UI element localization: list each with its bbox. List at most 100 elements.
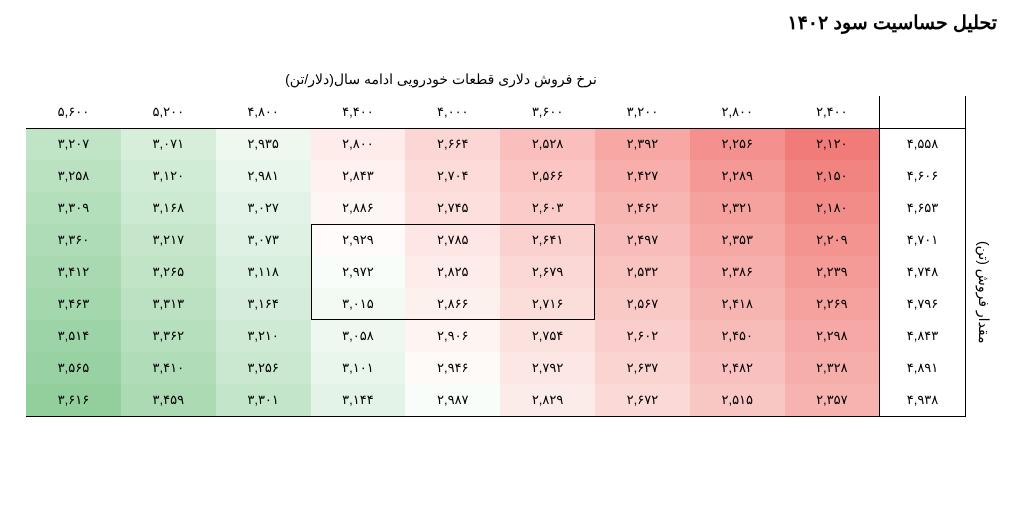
heatmap-cell: ۳,۳۰۱ [216,384,311,416]
heatmap-cell: ۳,۳۶۲ [121,320,216,352]
heatmap-cell: ۲,۸۶۶ [405,288,500,320]
heatmap-cell: ۲,۴۱۸ [690,288,785,320]
row-header: ۴,۶۵۳ [880,192,966,224]
heatmap-cell: ۳,۱۶۴ [216,288,311,320]
x-axis-title: نرخ فروش دلاری قطعات خودرویی ادامه سال(د… [26,71,966,88]
heatmap-cell: ۲,۱۸۰ [785,192,880,224]
heatmap-cell: ۳,۱۴۴ [311,384,406,416]
heatmap-cell: ۳,۲۱۷ [121,224,216,256]
col-header: ۳,۲۰۰ [595,96,690,128]
heatmap-cell: ۳,۴۱۲ [26,256,121,288]
row-header: ۴,۹۳۸ [880,384,966,416]
heatmap-cell: ۲,۴۵۰ [690,320,785,352]
heatmap-cell: ۲,۲۰۹ [785,224,880,256]
heatmap-cell: ۳,۲۰۷ [26,128,121,160]
row-header: ۴,۶۰۶ [880,160,966,192]
heatmap-cell: ۳,۲۵۸ [26,160,121,192]
heatmap-cell: ۲,۳۵۳ [690,224,785,256]
sensitivity-heatmap: نرخ فروش دلاری قطعات خودرویی ادامه سال(د… [26,71,966,417]
row-header: ۴,۵۵۸ [880,128,966,160]
heatmap-cell: ۲,۸۰۰ [311,128,406,160]
row-header: ۴,۷۰۱ [880,224,966,256]
heatmap-cell: ۲,۸۸۶ [311,192,406,224]
heatmap-cell: ۳,۴۱۰ [121,352,216,384]
heatmap-cell: ۲,۸۲۹ [500,384,595,416]
heatmap-cell: ۲,۵۲۸ [500,128,595,160]
page-title: تحلیل حساسیت سود ۱۴۰۲ [16,12,997,35]
heatmap-cell: ۲,۹۷۲ [311,256,406,288]
heatmap-cell: ۲,۴۸۲ [690,352,785,384]
heatmap-cell: ۲,۹۸۷ [405,384,500,416]
heatmap-cell: ۲,۹۸۱ [216,160,311,192]
heatmap-cell: ۲,۵۶۷ [595,288,690,320]
col-header: ۳,۶۰۰ [500,96,595,128]
row-header-blank [880,96,966,128]
row-header: ۴,۸۹۱ [880,352,966,384]
heatmap-table: ۲,۴۰۰۲,۸۰۰۳,۲۰۰۳,۶۰۰۴,۰۰۰۴,۴۰۰۴,۸۰۰۵,۲۰۰… [26,96,966,417]
heatmap-cell: ۲,۶۰۳ [500,192,595,224]
row-header: ۴,۷۹۶ [880,288,966,320]
heatmap-cell: ۳,۰۵۸ [311,320,406,352]
heatmap-cell: ۲,۳۹۲ [595,128,690,160]
heatmap-cell: ۲,۳۲۱ [690,192,785,224]
heatmap-cell: ۲,۹۲۹ [311,224,406,256]
heatmap-cell: ۳,۲۵۶ [216,352,311,384]
heatmap-cell: ۳,۰۷۳ [216,224,311,256]
heatmap-cell: ۲,۵۳۲ [595,256,690,288]
heatmap-cell: ۳,۳۱۳ [121,288,216,320]
heatmap-cell: ۲,۲۶۹ [785,288,880,320]
heatmap-cell: ۳,۰۱۵ [311,288,406,320]
row-header: ۴,۸۴۳ [880,320,966,352]
heatmap-cell: ۳,۳۰۹ [26,192,121,224]
heatmap-cell: ۲,۹۳۵ [216,128,311,160]
heatmap-cell: ۲,۳۲۸ [785,352,880,384]
heatmap-cell: ۲,۳۵۷ [785,384,880,416]
heatmap-cell: ۳,۵۶۵ [26,352,121,384]
heatmap-cell: ۳,۲۱۰ [216,320,311,352]
heatmap-cell: ۲,۹۴۶ [405,352,500,384]
col-header: ۲,۸۰۰ [690,96,785,128]
col-header: ۲,۴۰۰ [785,96,880,128]
heatmap-cell: ۲,۷۸۵ [405,224,500,256]
heatmap-cell: ۲,۷۴۵ [405,192,500,224]
heatmap-cell: ۳,۵۱۴ [26,320,121,352]
heatmap-cell: ۲,۲۸۹ [690,160,785,192]
heatmap-cell: ۲,۶۴۱ [500,224,595,256]
heatmap-cell: ۲,۲۹۸ [785,320,880,352]
heatmap-cell: ۲,۶۶۴ [405,128,500,160]
heatmap-cell: ۲,۴۲۷ [595,160,690,192]
heatmap-cell: ۲,۲۵۶ [690,128,785,160]
heatmap-cell: ۲,۶۷۹ [500,256,595,288]
heatmap-cell: ۲,۶۰۲ [595,320,690,352]
heatmap-cell: ۲,۶۷۲ [595,384,690,416]
heatmap-cell: ۳,۰۷۱ [121,128,216,160]
heatmap-cell: ۲,۲۳۹ [785,256,880,288]
heatmap-cell: ۳,۱۲۰ [121,160,216,192]
col-header: ۴,۰۰۰ [405,96,500,128]
heatmap-cell: ۲,۷۱۶ [500,288,595,320]
col-header: ۴,۴۰۰ [311,96,406,128]
heatmap-cell: ۲,۴۶۲ [595,192,690,224]
heatmap-cell: ۳,۲۶۵ [121,256,216,288]
heatmap-cell: ۲,۷۰۴ [405,160,500,192]
heatmap-cell: ۲,۸۲۵ [405,256,500,288]
heatmap-cell: ۳,۴۶۳ [26,288,121,320]
heatmap-cell: ۳,۱۱۸ [216,256,311,288]
heatmap-cell: ۲,۱۵۰ [785,160,880,192]
heatmap-cell: ۲,۷۵۴ [500,320,595,352]
heatmap-cell: ۲,۱۲۰ [785,128,880,160]
heatmap-cell: ۳,۶۱۶ [26,384,121,416]
heatmap-cell: ۳,۱۰۱ [311,352,406,384]
col-header: ۵,۶۰۰ [26,96,121,128]
heatmap-cell: ۳,۴۵۹ [121,384,216,416]
col-header: ۴,۸۰۰ [216,96,311,128]
y-axis-title: مقدار فروش (تن) [976,241,992,344]
heatmap-cell: ۲,۸۴۳ [311,160,406,192]
col-header: ۵,۲۰۰ [121,96,216,128]
heatmap-cell: ۲,۶۳۷ [595,352,690,384]
heatmap-cell: ۲,۳۸۶ [690,256,785,288]
heatmap-cell: ۳,۳۶۰ [26,224,121,256]
heatmap-cell: ۲,۵۱۵ [690,384,785,416]
heatmap-cell: ۳,۰۲۷ [216,192,311,224]
heatmap-cell: ۳,۱۶۸ [121,192,216,224]
